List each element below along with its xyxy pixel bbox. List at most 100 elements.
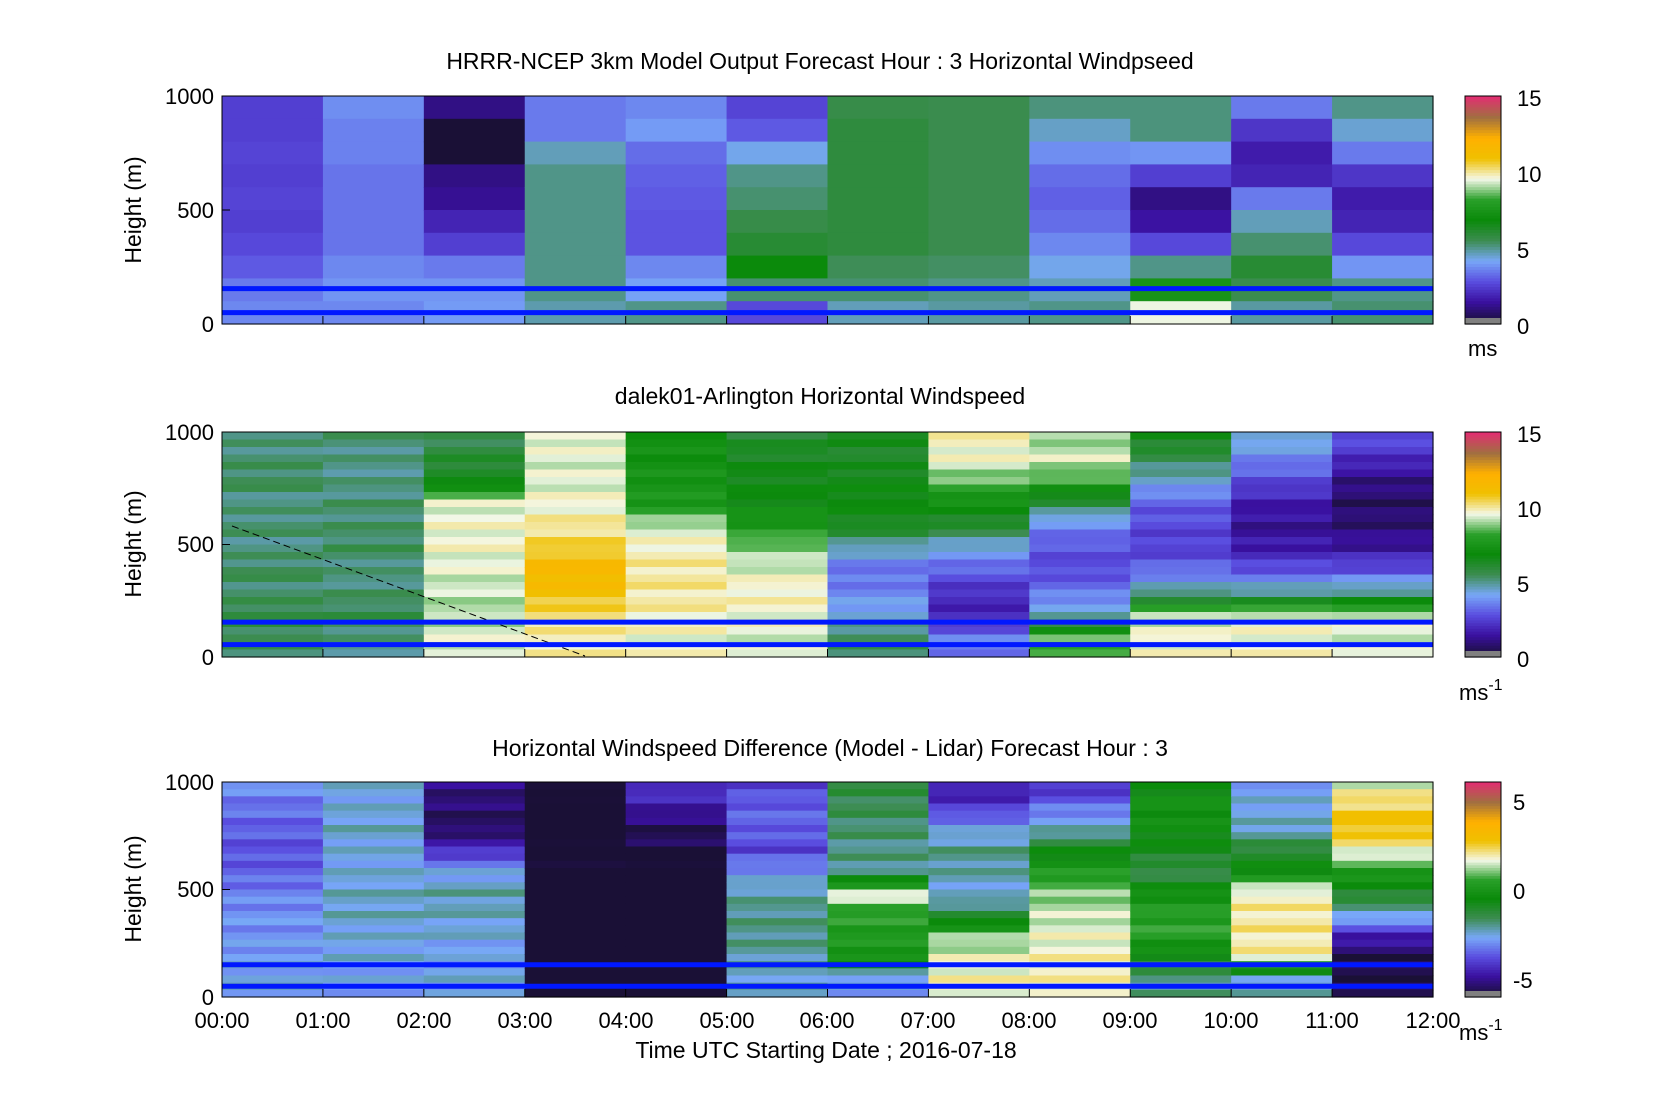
heatmap-cell [1332, 939, 1434, 948]
heatmap-cell [1029, 232, 1131, 257]
heatmap-cell [827, 492, 930, 501]
colorbar-swatch [1465, 187, 1501, 191]
heatmap-cell [524, 789, 627, 797]
heatmap-cell [222, 803, 324, 812]
heatmap-cell [1130, 447, 1232, 456]
colorbar-swatch [1465, 838, 1501, 842]
heatmap-cell [726, 567, 829, 576]
colorbar-swatch [1465, 886, 1501, 891]
heatmap-cell [322, 939, 425, 948]
heatmap-cell [423, 462, 526, 471]
heatmap-cell [423, 589, 526, 598]
heatmap-cell [423, 582, 526, 591]
colorbar-swatch [1465, 446, 1501, 450]
heatmap-cell [322, 896, 425, 905]
colorbar-swatch [1465, 443, 1501, 447]
heatmap-cell [1130, 853, 1232, 862]
heatmap-cell [726, 925, 829, 934]
heatmap-cell [1231, 903, 1333, 912]
heatmap-cell [423, 839, 526, 848]
heatmap-cell [322, 989, 425, 998]
heatmap-cell [423, 946, 526, 955]
heatmap-cell [1231, 939, 1333, 948]
heatmap-cell [1332, 255, 1434, 279]
colorbar-swatch [1465, 592, 1501, 596]
colorbar-swatch [1465, 581, 1501, 585]
heatmap-cell [1332, 529, 1434, 538]
heatmap-cell [1332, 789, 1434, 797]
heatmap-cell [1231, 832, 1333, 840]
colorbar-swatch [1465, 902, 1501, 907]
heatmap-cell [423, 514, 526, 523]
heatmap-cell [827, 469, 930, 478]
heatmap-cell [1332, 96, 1434, 120]
heatmap-cell [524, 96, 627, 120]
heatmap-cell [928, 432, 1030, 441]
heatmap-cell [1029, 447, 1131, 456]
colorbar-swatch [1465, 155, 1501, 160]
heatmap-cell [322, 432, 425, 441]
heatmap-cell [726, 782, 829, 790]
heatmap-cell [625, 989, 728, 998]
heatmap-cell [222, 164, 324, 188]
heatmap-cell [322, 232, 425, 257]
heatmap-cell [726, 255, 829, 279]
heatmap-cell [625, 839, 728, 848]
heatmap-cell [726, 868, 829, 876]
heatmap-cell [322, 634, 425, 643]
heatmap-cell [222, 187, 324, 211]
heatmap-cell [423, 968, 526, 977]
heatmap-cell [1130, 796, 1232, 805]
heatmap-cell [1332, 537, 1434, 546]
heatmap-cell [1332, 989, 1434, 998]
heatmap-cell [524, 118, 627, 143]
heatmap-cell [524, 492, 627, 501]
heatmap-cell [423, 529, 526, 538]
heatmap-cell [222, 447, 324, 456]
heatmap-cell [1231, 846, 1333, 855]
heatmap-cell [322, 789, 425, 797]
colorbar-tick-label: 10 [1517, 162, 1541, 187]
colorbar-swatch [1465, 118, 1501, 123]
colorbar-swatch [1465, 881, 1501, 885]
colorbar-swatch [1465, 468, 1501, 472]
colorbar-swatch [1465, 212, 1501, 217]
heatmap-cell [1029, 454, 1131, 463]
colorbar-swatch [1465, 905, 1501, 909]
heatmap-cell [423, 911, 526, 919]
heatmap-cell [1332, 514, 1434, 523]
heatmap-cell [524, 810, 627, 819]
colorbar-swatch [1465, 833, 1501, 837]
heatmap-cell [322, 803, 425, 812]
heatmap-cell [1029, 469, 1131, 478]
heatmap-cell [726, 825, 829, 833]
heatmap-cell [1231, 627, 1333, 636]
colorbar-swatch [1465, 970, 1501, 974]
heatmap-cell [928, 210, 1030, 234]
heatmap-cell [928, 889, 1030, 898]
colorbar-unit-base: ms [1459, 1020, 1488, 1045]
y-axis-label: Height (m) [120, 490, 146, 597]
heatmap-cell [827, 462, 930, 471]
colorbar-swatch [1465, 538, 1501, 543]
heatmap-cell [928, 454, 1030, 463]
heatmap-cell [625, 918, 728, 926]
heatmap-cell [625, 789, 728, 797]
heatmap-cell [423, 789, 526, 797]
heatmap-cell [1029, 529, 1131, 538]
colorbar-swatch [1465, 218, 1501, 222]
heatmap-cell [1130, 825, 1232, 833]
heatmap-cell [524, 537, 627, 546]
heatmap-cell [1332, 932, 1434, 941]
heatmap-cell [928, 939, 1030, 948]
heatmap-cell [1029, 853, 1131, 862]
heatmap-cell [625, 537, 728, 546]
colorbar-swatch [1465, 190, 1501, 194]
heatmap-cell [1332, 574, 1434, 583]
heatmap-cell [524, 447, 627, 456]
colorbar-swatch [1465, 227, 1501, 231]
heatmap-cell [1231, 782, 1333, 790]
heatmap-cell [423, 552, 526, 561]
heatmap-cell [524, 469, 627, 478]
heatmap-cell [322, 597, 425, 606]
